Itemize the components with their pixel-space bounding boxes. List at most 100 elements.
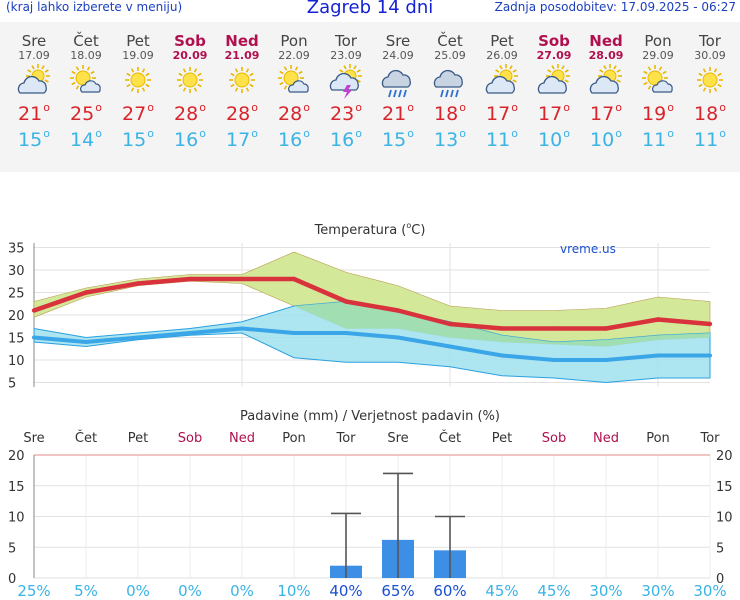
- y-tick-label: 15: [8, 332, 25, 347]
- max-point: [551, 326, 557, 331]
- min-temperature: 11o: [486, 127, 518, 151]
- day-column: Pet 19.09 27o 15o: [112, 22, 164, 151]
- sun-icon: [112, 63, 164, 101]
- y-tick-label-left: 5: [8, 541, 16, 556]
- min-point: [448, 344, 452, 349]
- day-date: 17.09: [18, 49, 50, 62]
- partly-cloudy-icon: [476, 63, 528, 101]
- y-tick-label: 20: [8, 309, 25, 324]
- x-tick-label: Sre: [23, 431, 44, 446]
- min-point: [552, 358, 556, 362]
- min-point: [656, 353, 660, 358]
- y-tick-label-left: 20: [8, 449, 25, 464]
- day-column: Sre 17.09 21o 15o: [8, 22, 60, 151]
- probability-label: 30%: [641, 582, 674, 600]
- max-point: [239, 276, 245, 282]
- min-temperature: 11o: [642, 127, 674, 151]
- chart-title: Temperatura (oC): [314, 221, 426, 238]
- day-name: Pon: [280, 32, 308, 50]
- day-column: Pon 29.09 19o 11o: [632, 22, 684, 151]
- y-tick-label: 10: [8, 354, 25, 369]
- probability-label: 0%: [126, 582, 150, 600]
- day-name: Sre: [385, 32, 411, 50]
- day-date: 23.09: [330, 49, 362, 62]
- sun-icon: [216, 63, 268, 101]
- probability-label: 30%: [693, 582, 726, 600]
- y-tick-label-right: 0: [716, 572, 724, 587]
- min-point: [240, 326, 244, 331]
- min-point: [32, 335, 36, 340]
- min-temperature: 15o: [18, 127, 50, 151]
- min-point: [292, 331, 296, 335]
- min-temperature: 14o: [70, 127, 102, 151]
- day-name: Sre: [21, 32, 47, 50]
- max-temperature: 28o: [278, 101, 310, 125]
- day-name: Tor: [335, 32, 357, 50]
- min-point: [84, 340, 88, 344]
- x-tick-label: Ned: [593, 431, 619, 446]
- y-tick-label: 30: [8, 264, 25, 279]
- day-date: 28.09: [588, 49, 624, 62]
- day-date: 25.09: [434, 49, 466, 62]
- temperature-chart: Temperatura (oC) 5 10 15 20 25 30 35 vreme.us: [8, 221, 713, 392]
- day-name: Čet: [73, 32, 99, 50]
- max-point: [395, 308, 401, 313]
- day-date: 21.09: [224, 49, 260, 62]
- x-tick-label: Sob: [178, 431, 202, 446]
- min-temperature: 10o: [538, 127, 570, 151]
- min-temperature: 16o: [174, 127, 206, 151]
- day-name: Sob: [538, 32, 570, 50]
- x-tick-label: Ned: [229, 431, 255, 446]
- probability-label: 40%: [329, 582, 362, 600]
- max-temperature: 23o: [330, 101, 362, 125]
- max-point: [135, 281, 141, 286]
- max-temperature: 27o: [122, 101, 154, 125]
- min-point: [604, 358, 608, 362]
- precipitation-chart: Padavine (mm) / Verjetnost padavin (%) Sr…: [8, 409, 733, 600]
- min-point: [708, 353, 712, 358]
- day-date: 20.09: [172, 49, 208, 62]
- y-tick-label-right: 15: [716, 480, 733, 495]
- overlap-band: [34, 281, 710, 347]
- day-column: Tor 23.09 23o 16o: [320, 22, 372, 151]
- y-tick-label: 5: [8, 377, 16, 392]
- x-tick-label: Čet: [439, 430, 461, 446]
- day-name: Pon: [644, 32, 672, 50]
- x-tick-label: Pet: [128, 431, 148, 446]
- max-temperature: 25o: [70, 101, 102, 125]
- min-temperature: 13o: [434, 127, 466, 151]
- day-date: 24.09: [382, 49, 414, 62]
- probability-label: 45%: [485, 582, 518, 600]
- watermark: vreme.us: [560, 242, 616, 256]
- rain-cloud-icon: [372, 63, 424, 101]
- probability-label: 60%: [433, 582, 466, 600]
- x-tick-label: Pon: [282, 431, 306, 446]
- day-date: 26.09: [486, 49, 518, 62]
- day-column: Ned 21.09 28o 17o: [216, 22, 268, 151]
- partly-cloudy-icon: [8, 63, 60, 101]
- max-temperature: 21o: [18, 101, 50, 125]
- max-temperature: 28o: [226, 101, 258, 125]
- x-tick-label: Čet: [75, 430, 97, 446]
- sun-icon: [164, 63, 216, 101]
- max-temperature: 18o: [434, 101, 466, 125]
- probability-label: 45%: [537, 582, 570, 600]
- min-point: [396, 335, 400, 340]
- rain-cloud-icon: [424, 63, 476, 101]
- day-name: Tor: [699, 32, 721, 50]
- probability-label: 65%: [381, 582, 414, 600]
- max-temperature: 21o: [382, 101, 414, 125]
- max-temperature: 19o: [642, 101, 674, 125]
- probability-label: 10%: [277, 582, 310, 600]
- day-date: 19.09: [122, 49, 154, 62]
- day-column: Pon 22.09 28o 16o: [268, 22, 320, 151]
- day-name: Ned: [589, 32, 623, 50]
- max-point: [499, 326, 505, 331]
- y-tick-label-right: 5: [716, 541, 724, 556]
- min-temperature: 15o: [122, 127, 154, 151]
- day-name: Pet: [126, 32, 150, 50]
- min-temperature: 16o: [330, 127, 362, 151]
- day-column: Tor 30.09 18o 11o: [684, 22, 736, 151]
- day-column: Ned 28.09 17o 10o: [580, 22, 632, 151]
- day-name: Sob: [174, 32, 206, 50]
